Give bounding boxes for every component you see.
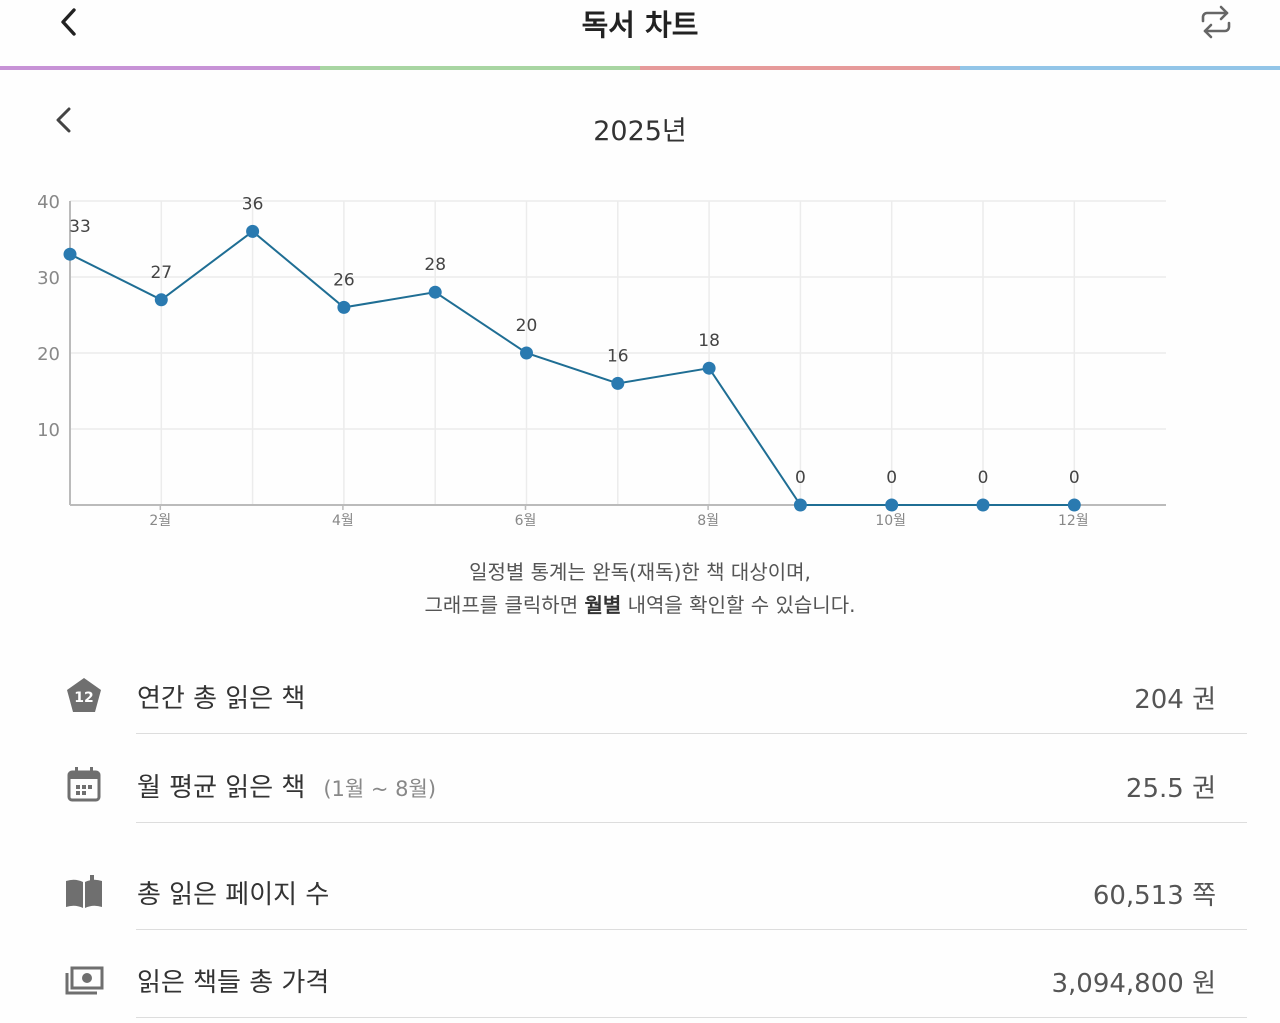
total-price-value: 3,094,800 원: [1051, 969, 1216, 999]
color-strip-purple: [0, 66, 320, 70]
y-tick-label: 40: [37, 192, 60, 213]
data-label: 0: [795, 468, 806, 488]
data-label: 20: [516, 316, 538, 336]
data-point: [246, 224, 260, 238]
monthly-average-label: 월 평균 읽은 책 (1월 ~ 8월): [137, 773, 437, 803]
divider: [136, 733, 1247, 734]
previous-year-icon[interactable]: [46, 102, 82, 138]
app-header: 독서 차트: [0, 0, 1280, 66]
open-book-icon: [66, 875, 102, 908]
color-strip-green: [320, 66, 640, 70]
data-point: [337, 300, 351, 314]
monthly-average-row[interactable]: 월 평균 읽은 책 (1월 ~ 8월) 25.5 권: [0, 739, 1280, 828]
data-point: [976, 498, 990, 512]
data-point: [793, 498, 807, 512]
x-tick-label: 12월: [1058, 513, 1089, 529]
badge-number: 12: [74, 690, 93, 706]
annual-total-label: 연간 총 읽은 책: [137, 684, 306, 714]
y-tick-label: 20: [37, 344, 60, 365]
data-label: 16: [607, 346, 629, 366]
money-icon: [65, 966, 104, 995]
chart-note: 일정별 통계는 완독(재독)한 책 대상이며, 그래프를 클릭하면 월별 내역을…: [0, 556, 1280, 622]
data-label: 36: [242, 194, 264, 214]
data-label: 0: [978, 468, 989, 488]
data-point: [1067, 498, 1081, 512]
data-point: [611, 376, 625, 390]
total-price-row[interactable]: 읽은 책들 총 가격 3,094,800 원: [0, 934, 1280, 1023]
total-pages-value: 60,513 쪽: [1092, 881, 1216, 911]
annual-total-value: 204 권: [1134, 685, 1216, 715]
x-tick-label: 6월: [515, 513, 537, 529]
y-tick-label: 10: [37, 420, 60, 441]
annual-total-row[interactable]: 12 연간 총 읽은 책 204 권: [0, 650, 1280, 739]
data-label: 28: [424, 255, 446, 275]
back-icon[interactable]: [52, 4, 88, 40]
data-label: 18: [698, 331, 720, 351]
data-point: [63, 247, 77, 261]
data-point: [428, 285, 442, 299]
series-line: [69, 230, 1075, 506]
divider: [136, 929, 1247, 930]
data-label: 26: [333, 270, 355, 290]
page-title: 독서 차트: [581, 8, 699, 42]
monthly-average-value: 25.5 권: [1125, 774, 1216, 804]
x-tick-label: 4월: [332, 513, 354, 529]
data-point: [885, 498, 899, 512]
divider: [136, 1017, 1247, 1018]
swap-icon[interactable]: [1196, 2, 1236, 42]
total-pages-row[interactable]: 총 읽은 페이지 수 60,513 쪽: [0, 846, 1280, 935]
year-label: 2025년: [593, 116, 687, 147]
monthly-range: (1월 ~ 8월): [323, 777, 437, 801]
note-line-2: 그래프를 클릭하면 월별 내역을 확인할 수 있습니다.: [424, 593, 856, 617]
color-strip: [0, 66, 1280, 70]
data-point: [154, 293, 168, 307]
x-tick-label: 10월: [875, 513, 906, 529]
x-tick-label: 8월: [697, 513, 719, 529]
monthly-books-line-chart[interactable]: 10 20 30 40 2월 4월 6월 8월 10월 12월 33 27 36 26 28 20 16 18 0 0…: [0, 190, 1200, 535]
x-tick-label: 2월: [149, 513, 171, 529]
data-label: 33: [69, 217, 91, 237]
data-label: 0: [1069, 468, 1080, 488]
note-line-1: 일정별 통계는 완독(재독)한 책 대상이며,: [469, 560, 811, 584]
data-label: 27: [150, 263, 172, 283]
y-tick-label: 30: [37, 268, 60, 289]
data-label: 0: [886, 468, 897, 488]
divider: [136, 822, 1247, 823]
data-point: [520, 346, 533, 360]
total-price-label: 읽은 책들 총 가격: [137, 968, 330, 998]
calendar-badge-icon: 12: [67, 678, 101, 712]
calendar-icon: [67, 767, 101, 802]
color-strip-blue: [960, 66, 1280, 70]
data-point: [702, 361, 716, 375]
color-strip-red: [640, 66, 960, 70]
total-pages-label: 총 읽은 페이지 수: [137, 880, 330, 910]
